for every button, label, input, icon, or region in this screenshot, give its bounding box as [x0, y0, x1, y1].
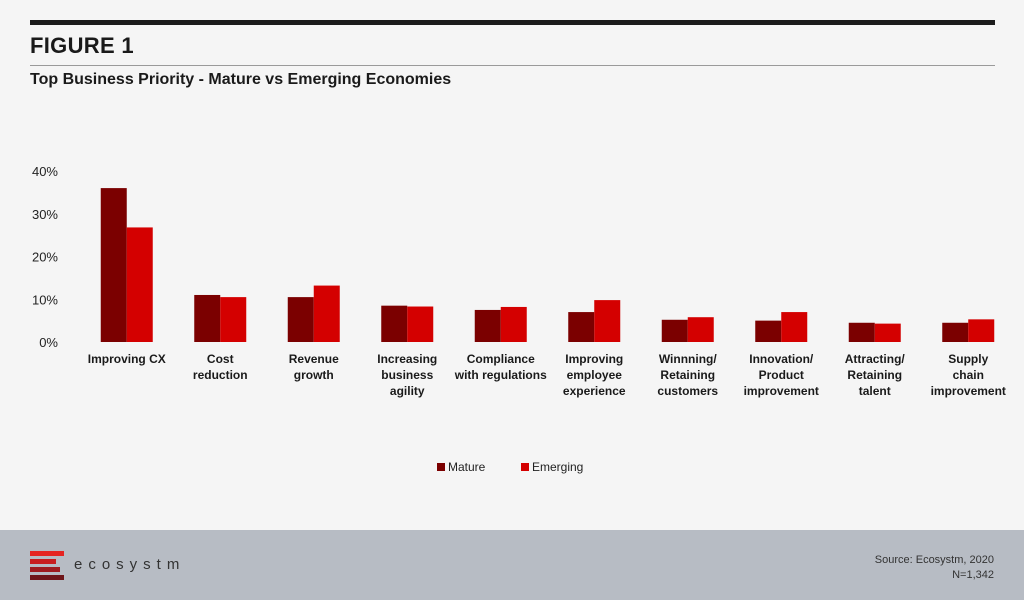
x-tick-label: Retaining: [847, 368, 902, 382]
bar-emerging: [220, 297, 247, 342]
x-tick-label: Cost: [207, 352, 234, 366]
logo-wordmark: ecosystm: [74, 556, 186, 573]
top-rule: [30, 20, 995, 25]
bar-chart: 0% 10% 20% 30% 40% Improving CX Cost reduction R…: [32, 164, 1006, 474]
y-tick-label: 10%: [32, 292, 58, 307]
x-tick-label: Attracting/: [845, 352, 906, 366]
bar-emerging: [126, 227, 153, 342]
footer: ecosystm Source: Ecosystm, 2020 N=1,342: [0, 530, 1024, 600]
bar-mature: [287, 297, 314, 342]
bar-mature: [661, 319, 688, 342]
bar-mature: [381, 305, 408, 342]
bar-emerging: [781, 312, 808, 342]
x-tick-label: Revenue: [289, 352, 339, 366]
figure-label: FIGURE 1: [30, 33, 134, 58]
x-tick-label: agility: [390, 384, 425, 398]
x-tick-label: Product: [759, 368, 804, 382]
y-tick-label: 30%: [32, 207, 58, 222]
bar-emerging: [874, 323, 901, 342]
x-tick-label: experience: [563, 384, 626, 398]
ecosystm-logo-icon: [30, 551, 64, 580]
x-tick-label: customers: [657, 384, 718, 398]
x-tick-label: Winnning/: [659, 352, 718, 366]
legend-label-emerging: Emerging: [532, 460, 583, 474]
x-tick-label: Improving CX: [88, 352, 166, 366]
source-note: Source: Ecosystm, 2020 N=1,342: [875, 553, 994, 583]
x-tick-label: with regulations: [454, 368, 547, 382]
bar-mature: [942, 322, 969, 342]
bar-emerging: [313, 285, 340, 342]
x-tick-label: reduction: [193, 368, 248, 382]
x-tick-label: employee: [567, 368, 623, 382]
y-tick-label: 0%: [39, 335, 58, 350]
chart-subtitle: Top Business Priority - Mature vs Emergi…: [30, 71, 452, 88]
x-tick-label: chain: [953, 368, 984, 382]
sample-size: N=1,342: [952, 569, 994, 581]
x-tick-label: Supply: [948, 352, 988, 366]
x-tick-label: improvement: [931, 384, 1006, 398]
x-tick-label: Increasing: [377, 352, 437, 366]
legend-swatch-mature: [437, 463, 445, 471]
bar-mature: [100, 188, 127, 342]
x-tick-label: business: [381, 368, 433, 382]
x-tick-label: Innovation/: [749, 352, 814, 366]
x-tick-label: Compliance: [467, 352, 535, 366]
x-tick-label: Retaining: [660, 368, 715, 382]
legend-swatch-emerging: [521, 463, 529, 471]
bar-mature: [848, 322, 875, 342]
bar-mature: [755, 320, 782, 342]
divider: [30, 65, 995, 66]
bar-mature: [194, 294, 221, 342]
bar-mature: [474, 309, 501, 342]
x-tick-label: Improving: [565, 352, 623, 366]
source-line: Source: Ecosystm, 2020: [874, 554, 994, 566]
x-tick-label: talent: [859, 384, 891, 398]
x-tick-label: growth: [294, 368, 334, 382]
bar-emerging: [407, 306, 434, 342]
bar-emerging: [687, 317, 714, 342]
legend-label-mature: Mature: [448, 460, 486, 474]
bar-emerging: [968, 319, 995, 342]
bar-mature: [568, 312, 595, 342]
x-tick-label: improvement: [744, 384, 819, 398]
y-tick-label: 40%: [32, 164, 58, 179]
y-tick-label: 20%: [32, 250, 58, 265]
bar-emerging: [500, 306, 527, 342]
bar-emerging: [594, 300, 621, 342]
